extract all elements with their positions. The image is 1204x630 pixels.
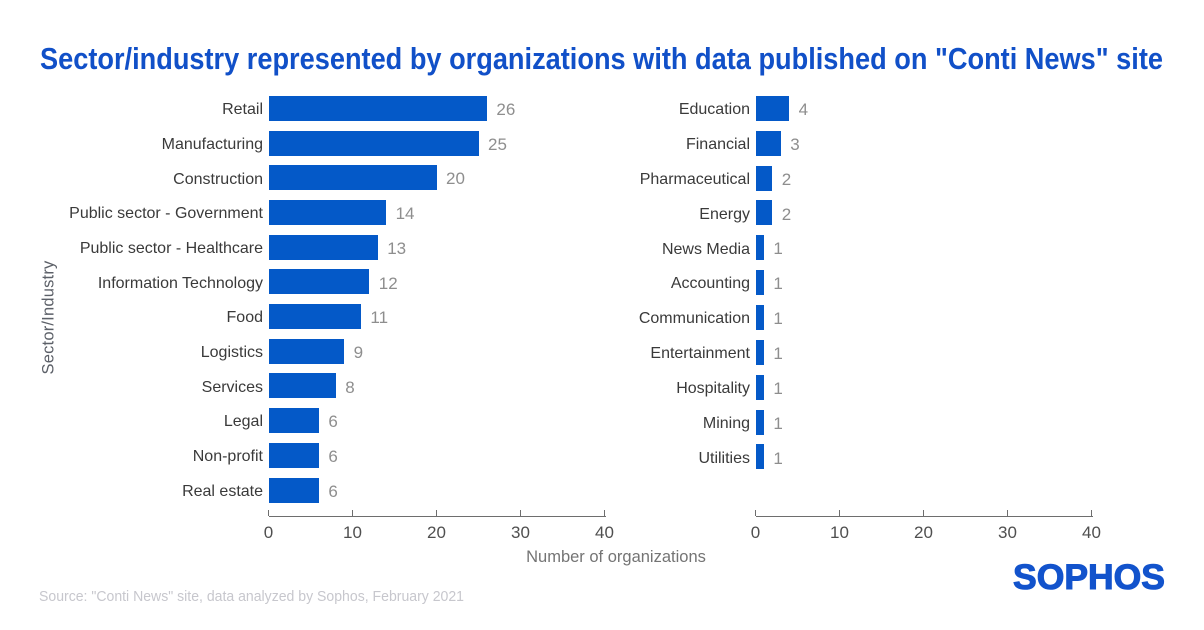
svg-text:SOPHOS: SOPHOS bbox=[1013, 561, 1165, 593]
